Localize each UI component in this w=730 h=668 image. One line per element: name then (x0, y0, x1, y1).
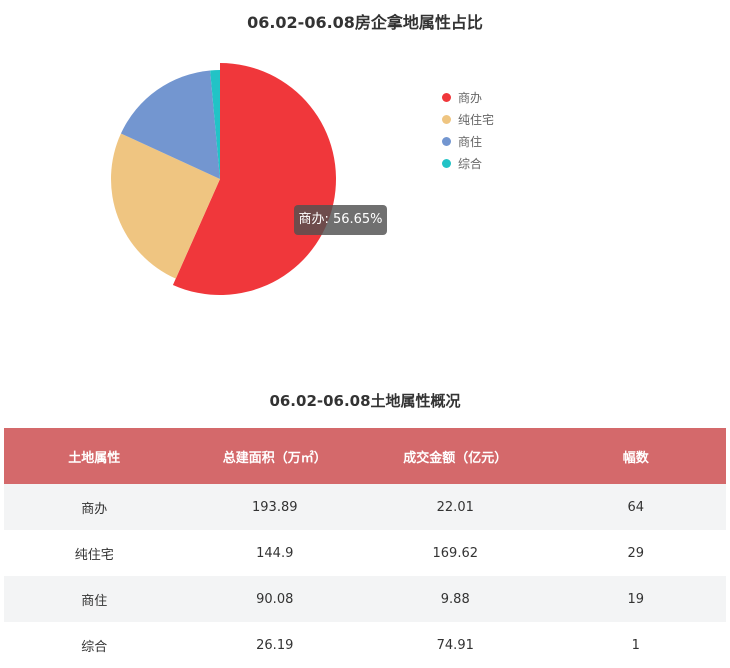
header-cell: 总建面积（万㎡） (184, 428, 365, 484)
header-cell: 土地属性 (4, 428, 185, 484)
legend-dot-icon (442, 114, 451, 124)
pie-slice-1[interactable] (172, 63, 337, 295)
pie-slice-2[interactable] (111, 133, 220, 279)
pie-slice-3[interactable] (120, 70, 220, 179)
legend-label: 商住 (458, 134, 483, 149)
table-row: 商住 90.08 9.88 19 (4, 576, 726, 622)
legend-dot-icon (442, 92, 451, 102)
table-cell: 9.88 (365, 576, 546, 622)
legend-dot-icon (442, 158, 451, 168)
table-cell: 29 (545, 530, 726, 576)
pie-chart (111, 63, 337, 295)
legend-label: 综合 (458, 156, 483, 171)
table-row: 纯住宅 144.9 169.62 29 (4, 530, 726, 576)
legend-label: 商办 (458, 90, 483, 105)
table-row: 商办 193.89 22.01 64 (4, 484, 726, 530)
table-cell: 商住 (4, 576, 185, 622)
legend: 商办 纯住宅 商住 综合 (442, 86, 494, 174)
table-cell: 1 (545, 622, 726, 668)
legend-dot-icon (442, 136, 451, 146)
table-cell: 193.89 (184, 484, 365, 530)
table-cell: 19 (545, 576, 726, 622)
table-cell: 64 (545, 484, 726, 530)
legend-item[interactable]: 纯住宅 (442, 108, 494, 130)
table-cell: 90.08 (184, 576, 365, 622)
table-row: 综合 26.19 74.91 1 (4, 622, 726, 668)
legend-item[interactable]: 商住 (442, 130, 494, 152)
table-cell: 纯住宅 (4, 530, 185, 576)
table-cell: 26.19 (184, 622, 365, 668)
legend-item[interactable]: 综合 (442, 152, 494, 174)
header-cell: 成交金额（亿元） (365, 428, 546, 484)
table-title: 06.02-06.08土地属性概况 (269, 392, 461, 410)
chart-title: 06.02-06.08房企拿地属性占比 (247, 13, 483, 32)
land-attribute-table: 土地属性 总建面积（万㎡） 成交金额（亿元） 幅数 商办 193.89 22.0… (4, 428, 726, 668)
table-cell: 综合 (4, 622, 185, 668)
pie-tooltip: 商办: 56.65% (294, 205, 387, 235)
table-cell: 商办 (4, 484, 185, 530)
legend-item[interactable]: 商办 (442, 86, 494, 108)
pie-slice-4[interactable] (210, 70, 220, 179)
table-cell: 169.62 (365, 530, 546, 576)
table-cell: 144.9 (184, 530, 365, 576)
legend-label: 纯住宅 (458, 112, 495, 127)
table-header-row: 土地属性 总建面积（万㎡） 成交金额（亿元） 幅数 (4, 428, 726, 484)
table-cell: 74.91 (365, 622, 546, 668)
table-cell: 22.01 (365, 484, 546, 530)
header-cell: 幅数 (545, 428, 726, 484)
